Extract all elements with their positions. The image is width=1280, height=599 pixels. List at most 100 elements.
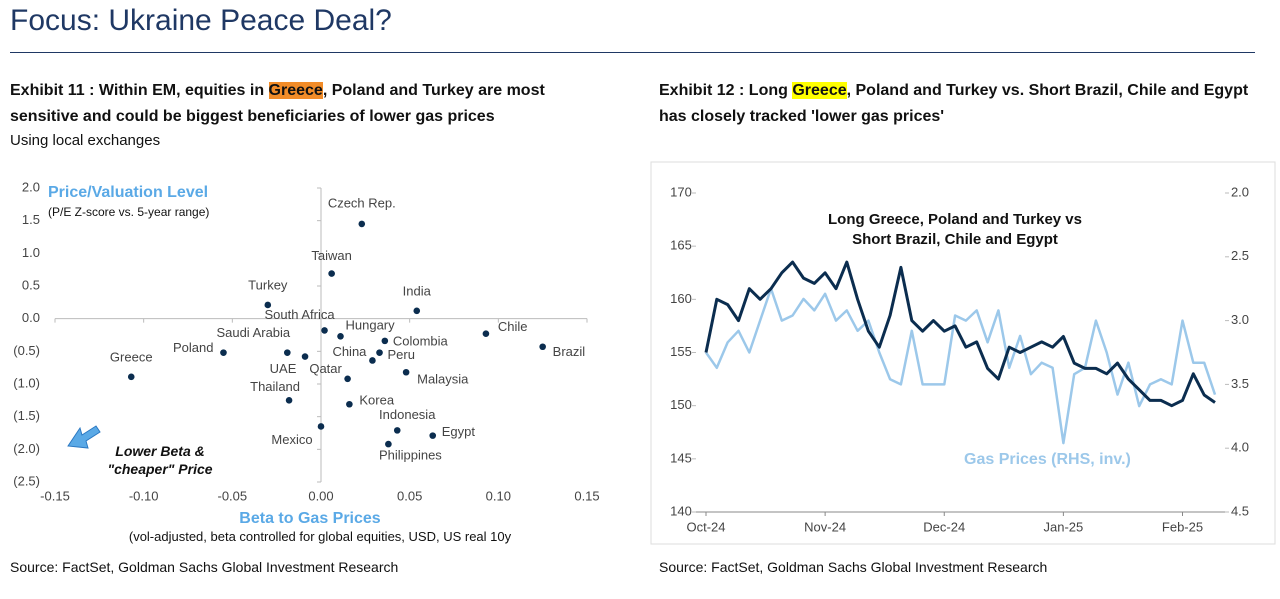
y-tick-label: 140 [670, 503, 692, 518]
exhibit-title: Exhibit 11 : Within EM, equities in Gree… [10, 78, 580, 130]
point-label: Malaysia [417, 372, 469, 387]
x-tick-label: Dec-24 [923, 519, 965, 534]
x-tick-label: -0.05 [218, 488, 248, 503]
annotation: Lower Beta & "cheaper" Price [107, 443, 213, 477]
point-label: Chile [498, 319, 528, 334]
highlight: Greece [268, 82, 323, 99]
point-label: China [332, 344, 367, 359]
point [482, 330, 490, 337]
x-tick-label: 0.10 [486, 488, 511, 503]
point [264, 301, 272, 309]
point [413, 307, 421, 315]
highlight: Greece [792, 82, 847, 99]
point [376, 349, 383, 356]
y-tick-label: 2.0 [22, 179, 40, 194]
point [346, 400, 353, 408]
point [381, 337, 389, 345]
point [284, 349, 291, 356]
point [369, 357, 376, 364]
point [317, 423, 325, 430]
x-tick-label: Nov-24 [804, 519, 846, 534]
title-text: , Poland and Turkey are most sensitive a… [10, 82, 545, 125]
y2-tick-label: 3.0 [1231, 312, 1249, 327]
exhibit-title: Exhibit 12 : Long Greece, Poland and Tur… [659, 78, 1269, 130]
line-series [704, 260, 1216, 408]
point-label: Colombia [393, 333, 449, 348]
arrow-icon [67, 425, 101, 449]
point [344, 375, 351, 383]
y-tick-label: (0.5) [13, 343, 40, 358]
x-tick-label: Jan-25 [1044, 519, 1084, 534]
y-tick-label: 160 [670, 291, 692, 306]
point [539, 343, 546, 351]
y2-tick-label: 4.5 [1231, 503, 1249, 518]
source: Source: FactSet, Goldman Sachs Global In… [10, 559, 399, 575]
point-label: Philippines [379, 448, 442, 463]
y2-tick-label: 2.0 [1231, 184, 1249, 199]
point-label: Thailand [250, 379, 300, 394]
x-tick-label: -0.10 [129, 488, 159, 503]
point [337, 333, 344, 340]
title-text: , Poland and Turkey vs. Short Brazil, Ch… [659, 82, 1249, 125]
point [301, 353, 309, 360]
y-tick-label: 145 [670, 450, 692, 465]
point [220, 349, 227, 356]
y-tick-label: 165 [670, 238, 692, 253]
y-tick-label: 170 [670, 184, 692, 199]
x-tick-label: Feb-25 [1162, 519, 1203, 534]
y2-tick-label: 3.5 [1231, 376, 1249, 391]
title-text: Exhibit 12 : Long [659, 82, 793, 99]
point-label: Saudi Arabia [216, 325, 290, 340]
y-axis-note: (P/E Z-score vs. 5-year range) [48, 205, 210, 219]
point [127, 373, 135, 381]
point-label: Qatar [309, 361, 342, 376]
x-tick-label: -0.15 [40, 488, 70, 503]
series-label: Long Greece, Poland and Turkey vs Short … [828, 211, 1082, 248]
point-label: Greece [110, 349, 153, 364]
y2-tick-label: 2.5 [1231, 248, 1249, 263]
series-label: Gas Prices (RHS, inv.) [964, 451, 1131, 468]
y-tick-label: 150 [670, 397, 692, 412]
y-tick-label: (2.5) [13, 473, 40, 488]
x-axis-note: (vol-adjusted, beta controlled for globa… [128, 529, 512, 544]
x-tick-label: Oct-24 [686, 519, 725, 534]
y-tick-label: 1.0 [22, 245, 40, 260]
point-label: India [403, 283, 432, 298]
y-tick-label: 1.5 [22, 212, 40, 227]
point [328, 270, 335, 277]
x-tick-label: 0.00 [308, 488, 333, 503]
title-rule [10, 52, 1255, 53]
point [402, 368, 410, 376]
y-tick-label: (1.0) [13, 375, 40, 390]
x-tick-label: 0.05 [397, 488, 422, 503]
point-label: Peru [388, 347, 415, 362]
source: Source: FactSet, Goldman Sachs Global In… [659, 559, 1048, 575]
point-label: Egypt [442, 424, 476, 439]
y-tick-label: 0.0 [22, 310, 40, 325]
point [358, 220, 366, 228]
x-tick-label: 0.15 [574, 488, 599, 503]
title-text: Exhibit 11 : Within EM, equities in [10, 82, 269, 99]
point-label: Hungary [346, 318, 396, 333]
subtitle: Using local exchanges [10, 132, 161, 149]
point-label: Poland [173, 340, 213, 355]
point-label: Brazil [553, 344, 586, 359]
x-axis-label: Beta to Gas Prices [239, 510, 381, 527]
point-label: South Africa [264, 307, 335, 322]
point-label: UAE [270, 361, 297, 376]
line-series [704, 287, 1217, 445]
y-tick-label: (1.5) [13, 408, 40, 423]
y-tick-label: 155 [670, 344, 692, 359]
point [393, 427, 401, 434]
point-label: Mexico [271, 432, 312, 447]
point-label: Czech Rep. [328, 195, 396, 210]
point-label: Turkey [248, 277, 288, 292]
point-label: Korea [359, 393, 394, 408]
chart-frame [650, 161, 1276, 545]
point [385, 440, 392, 448]
page-title: Focus: Ukraine Peace Deal? [10, 4, 392, 37]
point-label: Indonesia [379, 407, 436, 422]
point-label: Taiwan [311, 248, 351, 263]
